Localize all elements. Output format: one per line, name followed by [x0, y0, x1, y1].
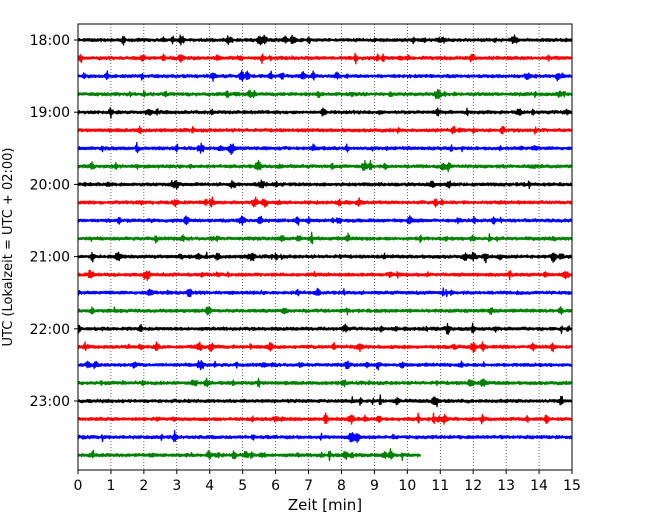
trace-line-2100 — [77, 251, 573, 264]
x-axis-ticks: 0 1 2 3 4 5 6 7 8 9 10 11 12 13 14 15 — [74, 470, 581, 494]
trace-line-1830 — [77, 70, 573, 82]
trace-line-1900 — [77, 107, 573, 119]
x-tick-label: 2 — [139, 478, 148, 494]
x-tick-label: 11 — [431, 478, 449, 494]
trace-line-2300 — [77, 394, 573, 408]
trace-line-1845 — [77, 89, 573, 99]
trace-line-2045 — [77, 231, 573, 245]
trace-line-2315 — [77, 412, 573, 425]
y-tick-label: 19:00 — [30, 105, 70, 121]
trace-line-2330 — [77, 430, 573, 444]
x-tick-label: 6 — [271, 478, 280, 494]
trace-line-1930 — [77, 141, 573, 155]
plot-frame — [77, 23, 573, 471]
x-tick-label: 3 — [172, 478, 181, 494]
trace-line-2030 — [77, 215, 573, 226]
y-tick-label: 18:00 — [30, 33, 70, 49]
x-tick-label: 8 — [337, 478, 346, 494]
trace-line-2130 — [77, 287, 573, 298]
trace-line-2230 — [77, 359, 573, 371]
trace-line-2245 — [77, 377, 573, 388]
x-tick-label: 10 — [398, 478, 416, 494]
seismic-traces — [77, 34, 573, 462]
trace-line-2200 — [77, 322, 573, 335]
x-tick-label: 13 — [497, 478, 515, 494]
y-tick-label: 23:00 — [30, 394, 70, 410]
x-tick-label: 7 — [304, 478, 313, 494]
x-tick-label: 1 — [106, 478, 115, 494]
trace-line-1815 — [77, 52, 573, 65]
trace-line-1800 — [77, 34, 573, 46]
trace-line-1915 — [77, 125, 573, 135]
x-axis-label: Zeit [min] — [288, 496, 362, 514]
y-tick-label: 22:00 — [30, 322, 70, 338]
vertical-gridlines — [110, 24, 540, 470]
x-tick-label: 9 — [370, 478, 379, 494]
x-tick-label: 14 — [530, 478, 548, 494]
y-tick-label: 20:00 — [30, 177, 70, 193]
x-tick-label: 15 — [563, 478, 581, 494]
y-tick-label: 21:00 — [30, 250, 70, 266]
x-tick-label: 5 — [238, 478, 247, 494]
trace-line-2145 — [77, 306, 573, 316]
trace-line-2345 — [77, 448, 422, 462]
trace-line-2115 — [77, 269, 573, 281]
y-axis-label: UTC (Lokalzeit = UTC + 02:00) — [1, 148, 16, 347]
trace-line-2215 — [77, 341, 573, 354]
trace-line-2000 — [77, 179, 573, 190]
y-axis-ticks: 18:00 19:00 20:00 21:00 22:00 23:00 — [30, 33, 78, 410]
x-tick-label: 0 — [74, 478, 83, 494]
trace-line-2015 — [77, 196, 573, 208]
x-tick-label: 4 — [205, 478, 214, 494]
trace-line-1945 — [77, 159, 573, 173]
x-tick-label: 12 — [464, 478, 482, 494]
